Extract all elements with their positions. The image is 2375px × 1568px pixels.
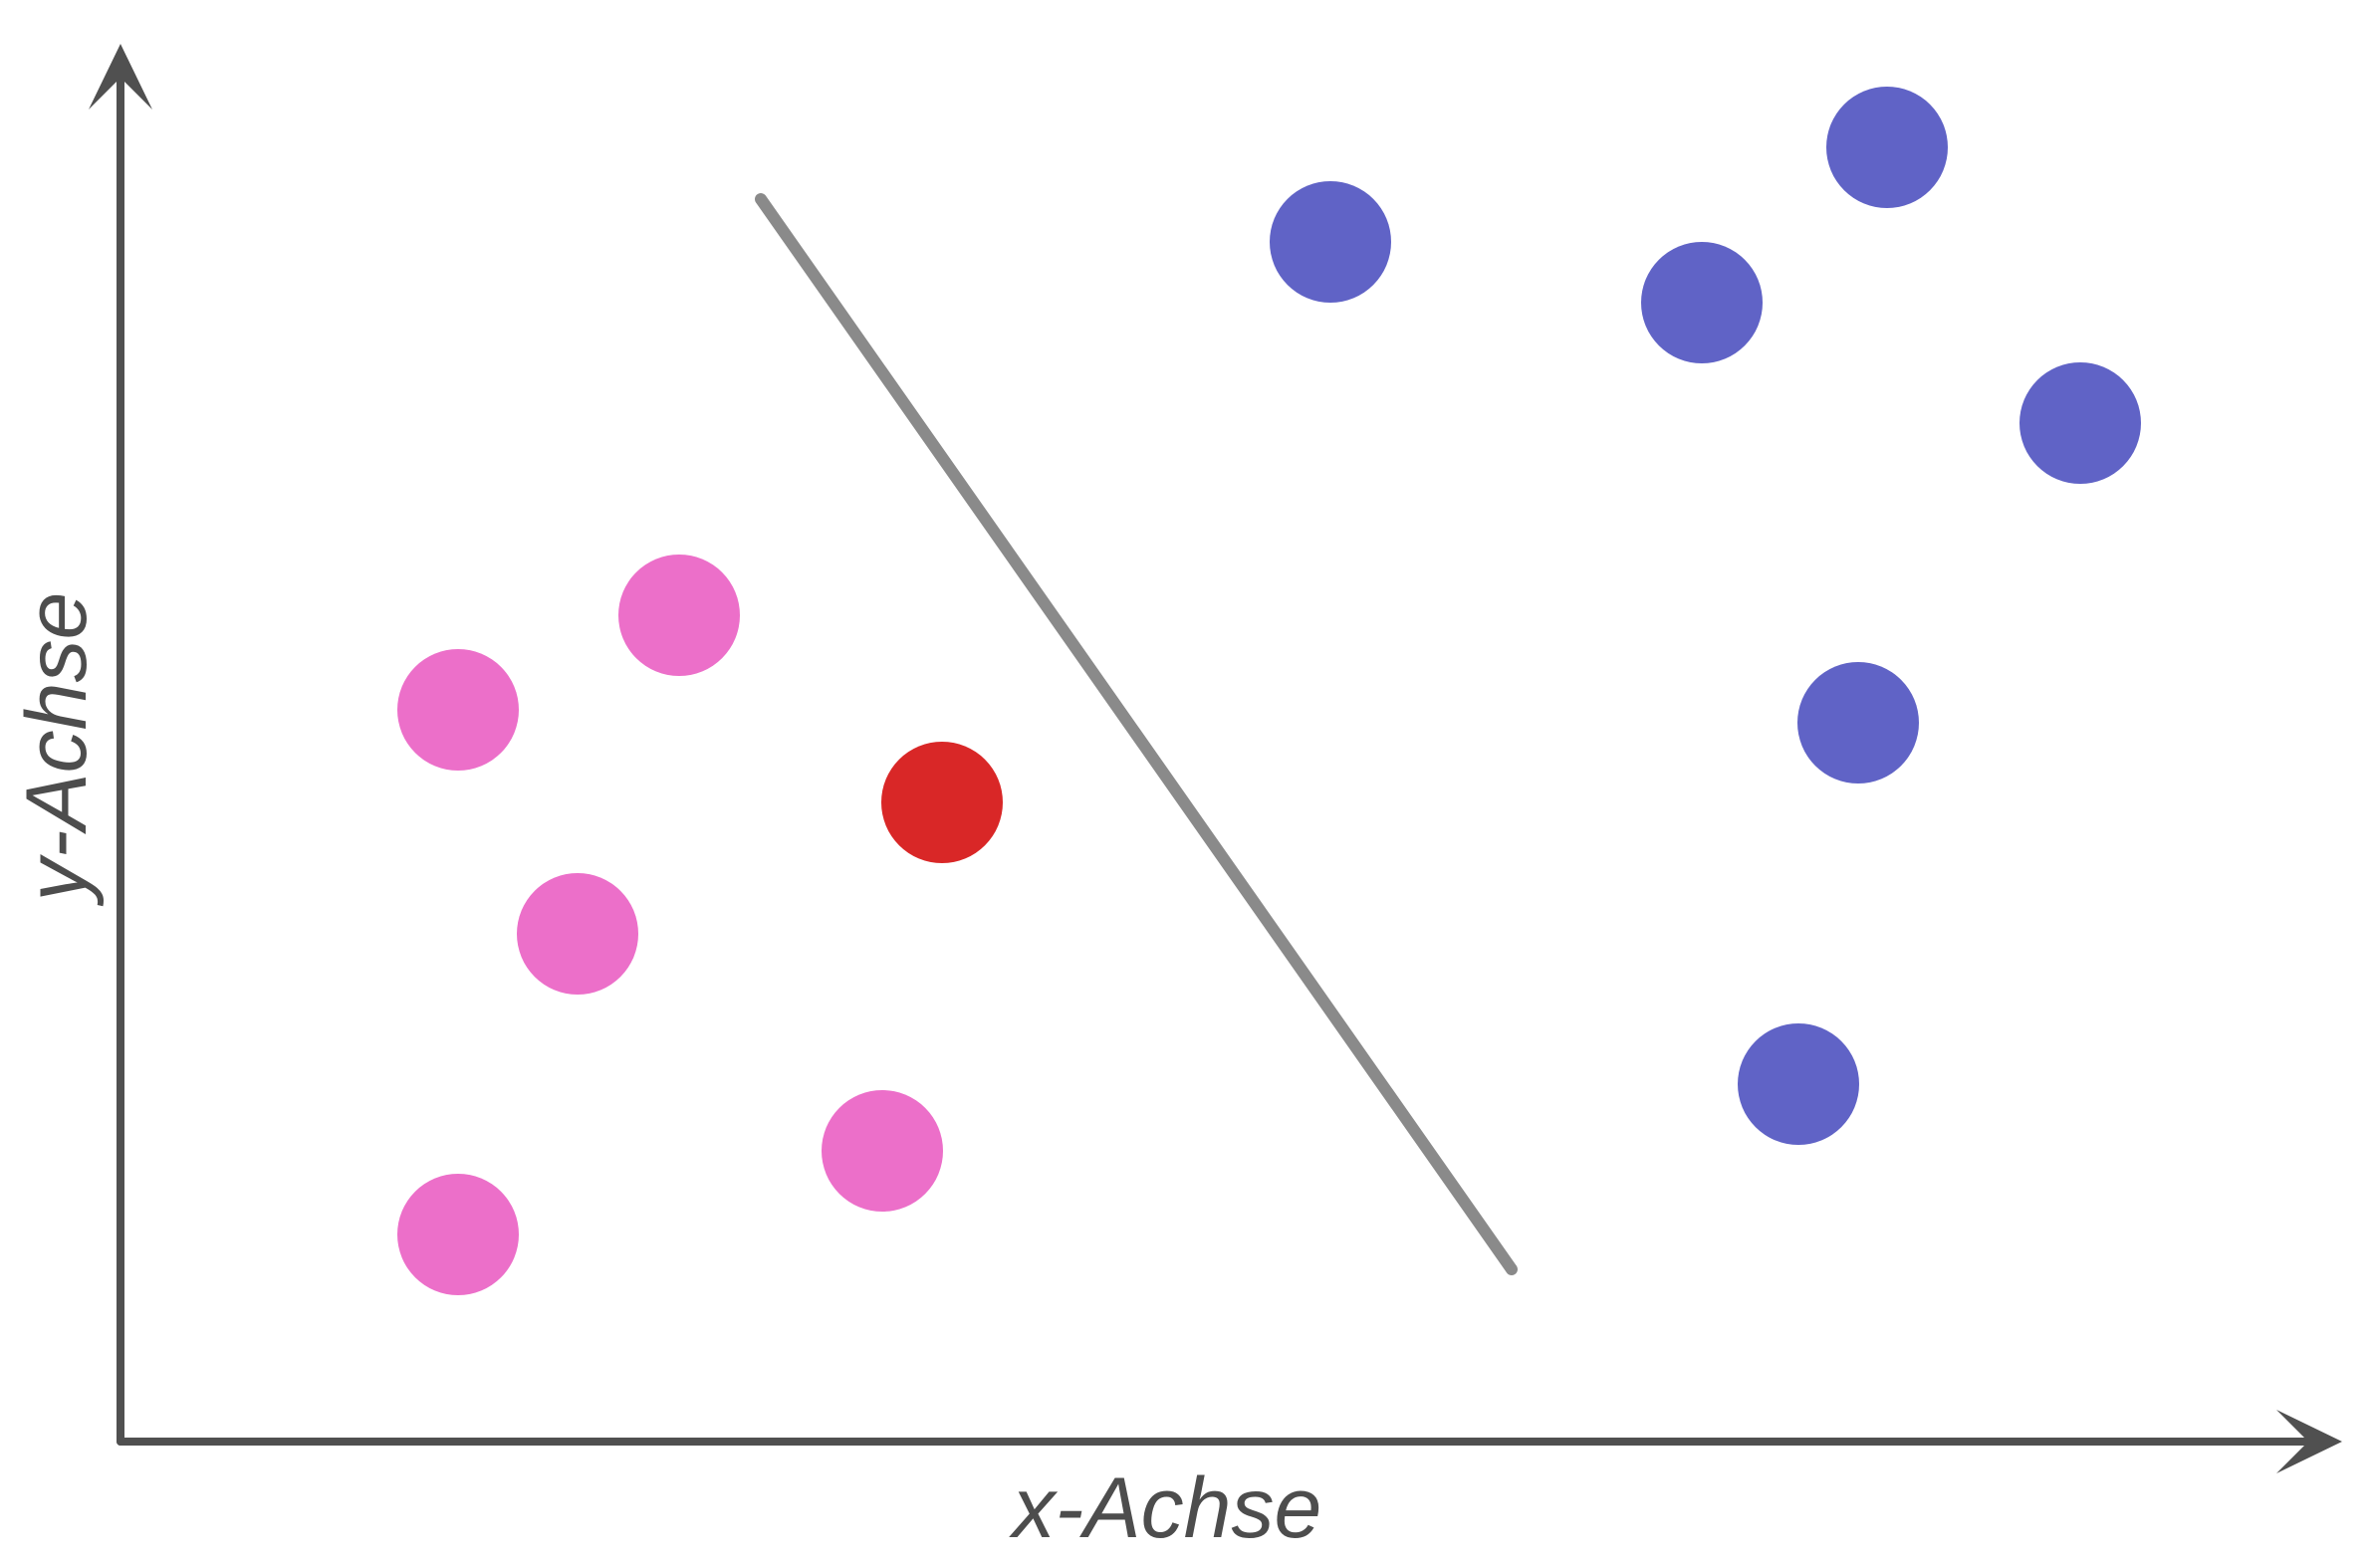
pink-point	[397, 1174, 519, 1295]
y-axis-label: y-Achse	[9, 592, 105, 907]
blue-point	[1738, 1023, 1859, 1145]
x-axis-label: x-Achse	[1009, 1460, 1322, 1556]
x-axis-arrowhead	[2276, 1410, 2342, 1473]
blue-point	[2019, 362, 2141, 484]
pink-point	[822, 1090, 943, 1212]
pink-point	[397, 649, 519, 771]
blue-point	[1270, 181, 1391, 303]
pink-point	[517, 873, 638, 995]
pink-point	[618, 555, 740, 676]
blue-point	[1826, 87, 1948, 208]
blue-point	[1797, 662, 1919, 784]
blue-point	[1641, 242, 1763, 363]
pink-points	[397, 555, 943, 1295]
separator-line	[755, 193, 1518, 1275]
red-point	[881, 742, 1003, 863]
blue-points	[1270, 87, 2141, 1145]
y-axis-arrowhead	[89, 44, 152, 110]
